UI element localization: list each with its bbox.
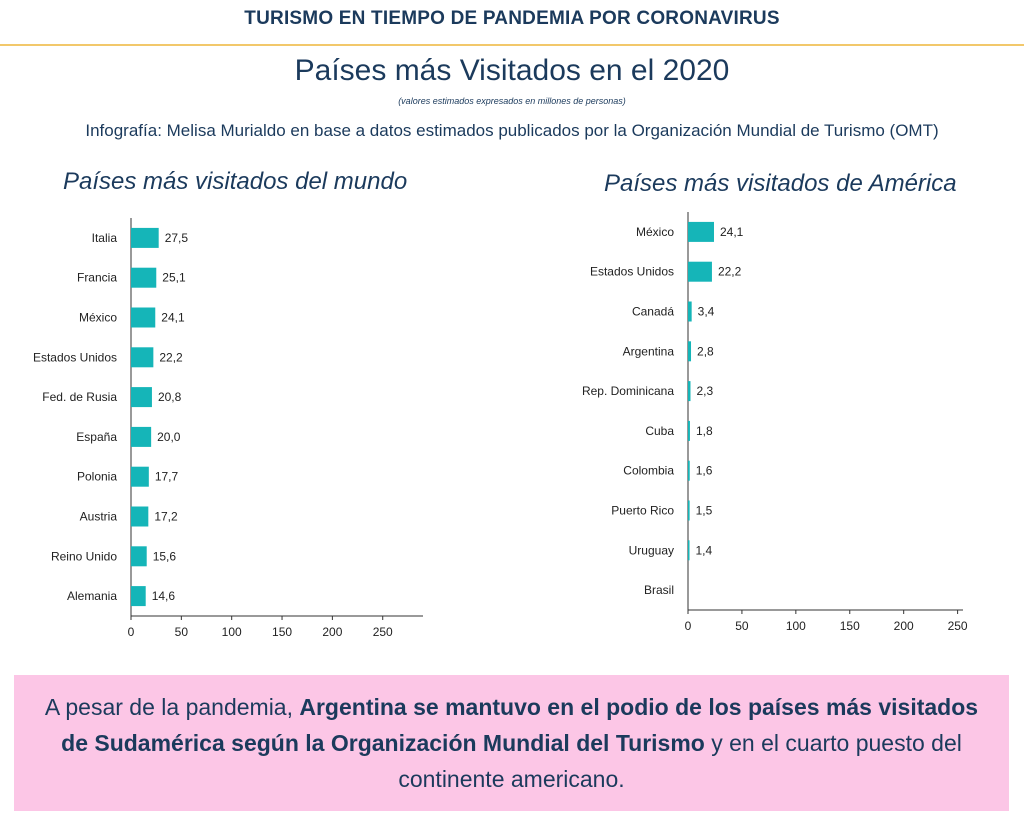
world-value-label: 22,2 bbox=[159, 350, 183, 364]
world-category-label: Reino Unido bbox=[51, 549, 117, 563]
world-bar bbox=[131, 227, 159, 248]
world-value-label: 27,5 bbox=[165, 231, 189, 245]
chart-title-america: Países más visitados de América bbox=[604, 170, 957, 197]
america-bar bbox=[688, 460, 690, 481]
america-value-label: 1,4 bbox=[696, 543, 713, 557]
world-bar bbox=[131, 586, 146, 607]
america-x-tick-label: 50 bbox=[735, 619, 749, 633]
america-category-label: Estados Unidos bbox=[590, 265, 674, 279]
world-value-label: 24,1 bbox=[161, 311, 185, 325]
callout-text-highlight: Argentina se mantuvo en el podio de los … bbox=[61, 694, 979, 756]
america-category-label: Cuba bbox=[645, 424, 674, 438]
world-x-tick-label: 0 bbox=[128, 625, 135, 639]
america-bar bbox=[688, 381, 691, 402]
world-bar bbox=[131, 506, 149, 527]
america-bar bbox=[688, 301, 692, 322]
america-category-label: Colombia bbox=[623, 464, 674, 478]
world-bar bbox=[131, 466, 149, 487]
world-value-label: 20,0 bbox=[157, 430, 181, 444]
world-category-label: Alemania bbox=[67, 589, 117, 603]
world-value-label: 20,8 bbox=[158, 390, 182, 404]
america-x-tick-label: 100 bbox=[786, 619, 806, 633]
world-category-label: Fed. de Rusia bbox=[42, 390, 117, 404]
america-category-label: Puerto Rico bbox=[611, 504, 674, 518]
america-category-label: Uruguay bbox=[629, 543, 674, 557]
chart-title-world: Países más visitados del mundo bbox=[63, 168, 408, 195]
america-category-label: México bbox=[636, 225, 674, 239]
world-value-label: 25,1 bbox=[162, 271, 186, 285]
world-x-tick-label: 100 bbox=[222, 625, 242, 639]
america-bar bbox=[688, 500, 690, 521]
america-bar bbox=[688, 341, 692, 362]
america-value-label: 2,8 bbox=[697, 344, 714, 358]
world-bar bbox=[131, 267, 157, 288]
world-category-label: Francia bbox=[77, 271, 117, 285]
america-value-label: 3,4 bbox=[698, 305, 715, 319]
world-category-label: Italia bbox=[92, 231, 118, 245]
callout-text-outro: y en el cuarto puesto del continente ame… bbox=[398, 730, 962, 792]
callout-text-intro: A pesar de la pandemia, bbox=[44, 694, 300, 720]
america-bar bbox=[688, 540, 690, 561]
world-bar bbox=[131, 387, 152, 408]
america-value-label: 22,2 bbox=[718, 265, 742, 279]
america-value-label: 2,3 bbox=[696, 384, 713, 398]
world-category-label: Austria bbox=[80, 510, 118, 524]
america-x-tick-label: 150 bbox=[840, 619, 860, 633]
callout-box: A pesar de la pandemia, Argentina se man… bbox=[14, 675, 1009, 811]
world-value-label: 17,2 bbox=[154, 510, 178, 524]
world-category-label: Polonia bbox=[77, 470, 117, 484]
america-bar bbox=[688, 261, 712, 282]
world-x-tick-label: 200 bbox=[322, 625, 342, 639]
america-value-label: 1,6 bbox=[696, 464, 713, 478]
header-divider bbox=[0, 44, 1024, 46]
america-bar bbox=[688, 420, 690, 441]
america-value-label: 1,5 bbox=[696, 504, 713, 518]
world-bar bbox=[131, 546, 147, 567]
america-x-tick-label: 250 bbox=[948, 619, 968, 633]
world-x-tick-label: 50 bbox=[175, 625, 189, 639]
america-category-label: Brasil bbox=[644, 583, 674, 597]
world-category-label: Estados Unidos bbox=[33, 350, 117, 364]
world-category-label: España bbox=[76, 430, 117, 444]
america-x-tick-label: 0 bbox=[685, 619, 692, 633]
world-value-label: 17,7 bbox=[155, 470, 179, 484]
america-x-tick-label: 200 bbox=[894, 619, 914, 633]
america-category-label: Rep. Dominicana bbox=[582, 384, 674, 398]
america-value-label: 24,1 bbox=[720, 225, 744, 239]
page-subtitle: (valores estimados expresados en millone… bbox=[398, 96, 626, 106]
america-category-label: Canadá bbox=[632, 305, 674, 319]
world-value-label: 14,6 bbox=[152, 589, 176, 603]
america-category-label: Argentina bbox=[623, 344, 675, 358]
world-value-label: 15,6 bbox=[153, 549, 177, 563]
world-bar bbox=[131, 426, 152, 447]
world-bar bbox=[131, 307, 156, 328]
page-title: Países más Visitados en el 2020 bbox=[294, 54, 730, 87]
credit-line: Infografía: Melisa Murialdo en base a da… bbox=[85, 121, 939, 140]
header-title: TURISMO EN TIEMPO DE PANDEMIA POR CORONA… bbox=[244, 8, 780, 29]
world-bar bbox=[131, 347, 154, 368]
world-x-tick-label: 150 bbox=[272, 625, 292, 639]
world-x-tick-label: 250 bbox=[373, 625, 393, 639]
america-value-label: 1,8 bbox=[696, 424, 713, 438]
america-bar bbox=[688, 221, 714, 242]
world-category-label: México bbox=[79, 311, 117, 325]
